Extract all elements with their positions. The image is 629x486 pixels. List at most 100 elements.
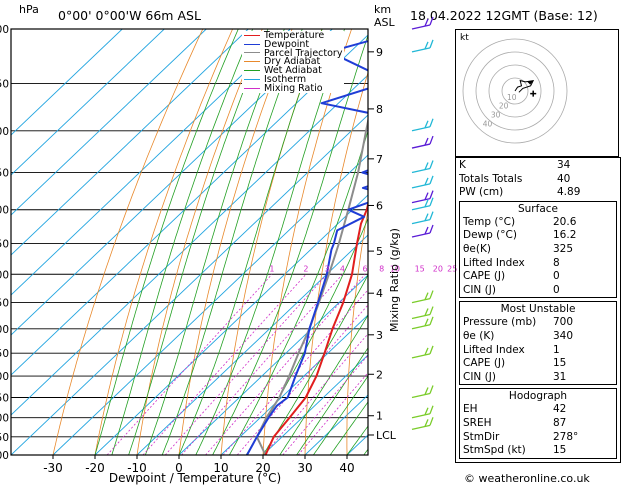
index-value: 278° [553, 430, 579, 443]
mixing-ratio-label: 3 [324, 264, 329, 273]
mixing-ratio-label: 15 [415, 264, 425, 273]
pressure-tick-label: 550 [0, 238, 9, 250]
wind-barb-icon [424, 308, 429, 316]
pressure-tick-label: 300 [0, 24, 9, 36]
index-label: SREH [463, 416, 492, 429]
wet-adiabat-line [313, 375, 368, 455]
isotherm-line [11, 29, 249, 256]
wind-barb-icon [411, 353, 431, 359]
index-label: Dewp (°C) [463, 229, 517, 242]
km-label: km [374, 3, 392, 16]
isotherm-line [11, 114, 368, 455]
mixing-ratio-label: 4 [340, 264, 345, 273]
index-value: 16.2 [553, 229, 577, 242]
mixing-ratio-label: 20 [433, 264, 443, 273]
index-row: SREH 87 [460, 417, 616, 431]
legend-item: Wet Adiabat [244, 66, 342, 75]
index-value: 34 [557, 159, 571, 171]
index-label: CAPE (J) [463, 270, 506, 283]
hodograph-box-title: Hodograph [508, 390, 568, 403]
isotherm-line [11, 29, 207, 216]
km-tick-label: 2 [376, 368, 383, 381]
index-row: K 34 [456, 159, 620, 173]
isotherm-line [220, 314, 368, 455]
pressure-tick-label: 750 [0, 348, 9, 360]
index-label: θe(K) [463, 242, 491, 255]
wet-adiabat-line [111, 29, 254, 455]
wind-barb-icon [429, 417, 434, 426]
wet-adiabat-line [161, 29, 303, 455]
legend-swatch [244, 61, 260, 63]
hodograph-unit-label: kt [460, 33, 469, 43]
index-row: θe(K) 325 [460, 243, 616, 257]
wind-barb-icon [429, 306, 434, 315]
index-row: CAPE (J) 0 [460, 270, 616, 284]
index-label: EH [463, 403, 478, 416]
legend-swatch [244, 70, 260, 72]
wind-barb-icon [429, 211, 434, 220]
index-value: 0 [553, 270, 560, 283]
mixing-ratio-line [297, 372, 368, 455]
index-value: 20.6 [553, 215, 577, 228]
mixing-ratio-line [106, 274, 273, 455]
wind-barb-icon [429, 316, 434, 326]
isotherm-line [11, 29, 291, 296]
wet-adiabat-line [94, 29, 239, 455]
legend-item: Dry Adiabat [244, 57, 342, 67]
pressure-tick-label: 700 [0, 324, 9, 336]
index-row: CIN (J) 31 [460, 371, 616, 385]
surface-box: Surface Temp (°C) 20.6 Dewp (°C) 16.2 θe(K) 3… [459, 200, 617, 299]
pressure-tick-label: 800 [0, 371, 9, 383]
index-row: StmSpd (kt) 15 [460, 444, 616, 458]
km-tick-label: 3 [376, 329, 383, 342]
index-label: Totals Totals [459, 172, 523, 185]
km-tick-label: 6 [376, 199, 383, 212]
mixing-ratio-line [236, 304, 368, 455]
wind-barb-icon [411, 143, 431, 149]
wind-barb-icon [429, 160, 434, 169]
mixing-ratio-line [142, 274, 307, 455]
mixing-ratio-line [282, 354, 368, 455]
wind-barb-icon [429, 405, 434, 414]
index-row: PW (cm) 4.89 [456, 186, 620, 200]
index-value: 15 [553, 444, 567, 457]
index-label: StmDir [463, 430, 500, 443]
wind-barb-icon [424, 137, 429, 146]
mixing-ratio-label: 10 [390, 264, 400, 273]
pressure-tick-label: 450 [0, 167, 9, 179]
wind-barb-icon [424, 41, 429, 50]
legend-swatch [244, 43, 260, 45]
pressure-tick-label: 600 [0, 269, 9, 281]
hodograph-ring [501, 77, 529, 105]
wind-barb-icon [411, 424, 431, 430]
pressure-tick-label: 1000 [0, 450, 9, 462]
wind-barb-icon [411, 218, 431, 225]
temp-tick-label: 30 [297, 461, 312, 475]
temp-tick-label: -10 [127, 461, 147, 475]
wind-barb-icon [429, 190, 434, 199]
legend: Temperature Dewpoint Parcel Trajectory Dry … [242, 31, 345, 93]
hodograph-frame [455, 29, 619, 157]
hodograph-ring-label: 10 [507, 93, 517, 102]
index-label: PW (cm) [459, 186, 504, 199]
isotherm-line [11, 29, 123, 136]
hodograph-ring-label: 20 [499, 102, 509, 111]
km-tick-label: 9 [376, 46, 383, 59]
hodograph-trace [514, 79, 535, 93]
legend-label: Isotherm [264, 73, 307, 85]
km-tick-label: 5 [376, 245, 383, 258]
legend-label: Parcel Trajectory [264, 47, 343, 59]
isotherm-line [136, 234, 368, 455]
mixing-ratio-label: 8 [379, 264, 384, 273]
legend-swatch [244, 78, 260, 80]
index-value: 31 [553, 370, 567, 383]
index-label: K [459, 159, 466, 171]
dry-adiabat-line [346, 207, 368, 455]
legend-item: Temperature [244, 31, 342, 40]
km-tick-label: 7 [376, 153, 383, 166]
mixing-ratio-label: 6 [363, 264, 368, 273]
temp-tick-label: 10 [213, 461, 228, 475]
hodograph-ring-label: 30 [491, 111, 501, 120]
wind-barb-icon [411, 47, 431, 53]
wind-barb-icon [411, 413, 431, 419]
